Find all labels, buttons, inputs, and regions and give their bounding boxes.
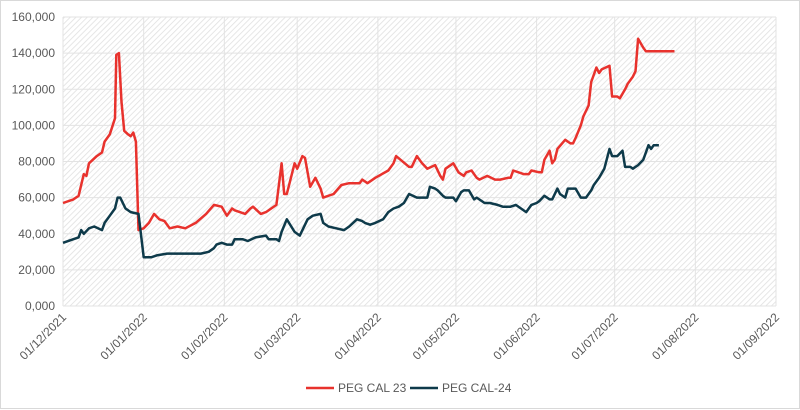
x-tick-label: 01/12/2021 xyxy=(17,310,70,363)
x-tick-label: 01/01/2022 xyxy=(97,310,150,363)
x-tick-label: 01/04/2022 xyxy=(332,310,385,363)
legend-item-peg-cal-24[interactable]: PEG CAL-24 xyxy=(410,381,512,395)
y-tick-label: 0,000 xyxy=(25,299,55,313)
y-tick-label: 160,000 xyxy=(12,10,56,24)
y-tick-label: 100,000 xyxy=(12,118,56,132)
x-tick-label: 01/07/2022 xyxy=(568,310,621,363)
legend-item-peg-cal-23[interactable]: PEG CAL 23 xyxy=(306,381,407,395)
y-tick-label: 140,000 xyxy=(12,46,56,60)
y-tick-label: 20,000 xyxy=(18,263,55,277)
x-tick-label: 01/08/2022 xyxy=(649,310,702,363)
x-tick-label: 01/05/2022 xyxy=(410,310,463,363)
series-lines xyxy=(62,37,675,259)
x-tick-label: 01/02/2022 xyxy=(178,310,231,363)
series-line-0 xyxy=(62,37,675,232)
y-tick-label: 80,000 xyxy=(18,155,55,169)
legend-label-peg-cal-24: PEG CAL-24 xyxy=(442,381,512,395)
x-tick-label: 01/06/2022 xyxy=(490,310,543,363)
y-axis: 0,000 20,000 40,000 60,000 80,000 100,000 120,… xyxy=(12,10,56,313)
legend: PEG CAL 23 PEG CAL-24 xyxy=(306,381,512,395)
y-tick-label: 60,000 xyxy=(18,191,55,205)
x-tick-label: 01/03/2022 xyxy=(251,310,304,363)
y-tick-label: 120,000 xyxy=(12,82,56,96)
y-tick-label: 40,000 xyxy=(18,227,55,241)
series-line-1 xyxy=(62,143,659,259)
x-tick-label: 01/09/2022 xyxy=(730,310,783,363)
x-axis: 01/12/2021 01/01/2022 01/02/2022 01/03/2022… xyxy=(17,310,783,363)
legend-label-peg-cal-23: PEG CAL 23 xyxy=(338,381,407,395)
